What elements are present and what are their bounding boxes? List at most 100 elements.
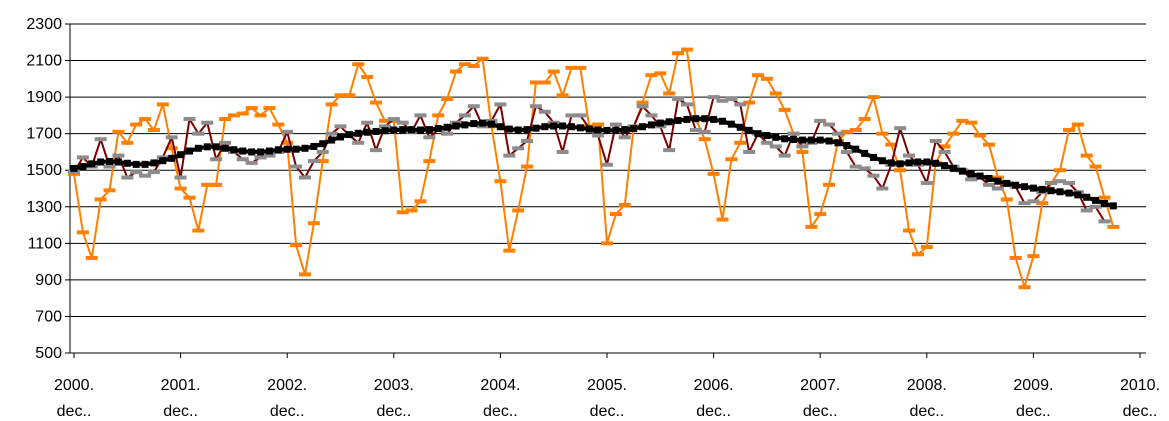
data-point [103,164,116,169]
data-point [903,228,916,233]
data-point [1021,183,1029,191]
data-point [139,117,152,122]
x-tick-label-month: dec.. [1123,403,1158,420]
data-point [168,154,176,162]
x-tick-label-month: dec.. [376,403,411,420]
data-point [529,104,542,109]
data-point [265,147,273,155]
data-point [352,62,365,67]
data-point [565,65,578,70]
data-point [982,182,995,187]
data-point [905,159,913,167]
data-point [416,126,424,134]
data-point [1100,199,1108,207]
data-point [248,148,256,156]
data-point [725,157,738,162]
data-point [307,221,320,226]
data-point [441,96,454,101]
x-tick-label-month: dec.. [696,403,731,420]
data-point [325,102,338,107]
data-point [408,126,416,134]
data-point [798,136,806,144]
data-point [114,158,122,166]
data-point [139,173,152,178]
y-tick-label: 700 [35,308,62,325]
data-point [219,140,232,145]
data-point [574,113,587,118]
data-point [399,126,407,134]
data-point [183,195,196,200]
data-point [1109,202,1117,210]
data-point [1098,219,1111,224]
data-point [867,95,880,100]
data-point [405,208,418,213]
data-point [956,118,969,123]
data-point [692,115,700,123]
data-point [680,47,693,52]
data-point [1027,254,1040,259]
data-point [370,148,383,153]
data-point [932,159,940,167]
data-point [870,153,877,161]
data-point [112,129,125,134]
data-point [378,124,391,129]
data-point [849,128,862,133]
data-point [923,158,931,166]
data-point [976,172,984,180]
data-point [1089,204,1102,209]
data-point [941,162,949,170]
data-point [254,155,267,160]
data-point [343,93,356,98]
data-point [816,136,824,144]
data-point [76,155,89,160]
x-tick-label-month: dec.. [163,403,198,420]
series-3 [70,115,1117,210]
series-1 [68,47,1120,290]
data-point [156,102,169,107]
data-point [550,122,558,130]
data-point [298,175,311,180]
data-point [272,122,285,127]
data-point [414,113,427,118]
y-tick-labels: 500 700 900 1100 1300 1500 1700 1900 2100 2300 [26,16,62,362]
data-point [896,160,904,168]
data-point [532,124,540,132]
data-point [310,142,318,150]
data-point [743,100,756,105]
data-point [903,153,916,158]
data-point [239,147,247,155]
data-point [556,149,569,154]
data-point [221,144,229,152]
data-point [1029,184,1037,192]
data-point [123,159,131,167]
data-point [1003,179,1011,187]
data-point [949,164,957,172]
data-point [512,146,525,151]
data-point [94,137,107,142]
data-point [1074,191,1082,199]
data-point [878,157,886,165]
data-point [85,255,98,260]
data-point [701,115,709,123]
x-tick-label-year: 2009. [1013,377,1053,394]
data-point [672,51,685,56]
x-tick-label-month: dec.. [270,403,305,420]
data-point [594,126,602,134]
data-point [112,153,125,158]
data-point [245,106,258,111]
data-point [219,117,232,122]
x-tick-label-month: dec.. [909,403,944,420]
data-point [301,144,309,152]
data-point [1027,199,1040,204]
data-point [378,118,391,123]
data-point [316,149,329,154]
y-tick-label: 1500 [26,162,62,179]
data-point [778,107,791,112]
data-point [716,98,729,103]
data-point [1054,168,1067,173]
data-point [121,175,134,180]
data-point [159,157,167,165]
data-point [150,159,158,167]
data-point [290,243,303,248]
x-tick-labels: 2000. dec.. 2001. dec.. 2002. dec.. 2003. dec..… [54,353,1160,420]
